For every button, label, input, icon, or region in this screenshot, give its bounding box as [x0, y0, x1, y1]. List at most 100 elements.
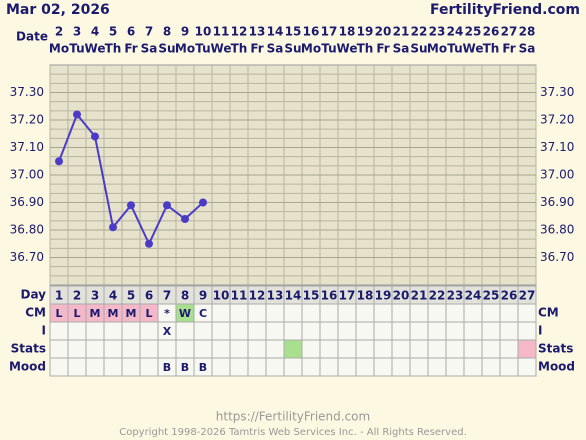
weekday-label: Th: [483, 42, 500, 56]
table-cell: [319, 357, 339, 377]
y-tick-label-right: 37.00: [540, 168, 574, 182]
table-cell: [247, 321, 267, 341]
weekday-label: Su: [158, 42, 175, 56]
table-cell: [427, 357, 447, 377]
cell-text: 27: [519, 289, 536, 303]
table-cell: [283, 339, 303, 359]
date-label: 18: [339, 25, 356, 39]
date-label: 19: [357, 25, 374, 39]
weekday-label: Th: [105, 42, 122, 56]
weekday-label: We: [85, 42, 106, 56]
table-cell: [49, 339, 69, 359]
table-cell: [229, 321, 249, 341]
temp-point: [109, 223, 117, 232]
cell-text: 7: [163, 289, 171, 303]
weekday-label: Tu: [69, 42, 84, 56]
cell-text: 9: [199, 289, 207, 303]
table-cell: [157, 339, 177, 359]
weekday-label: Tu: [447, 42, 462, 56]
table-cell: [499, 321, 519, 341]
date-label: 26: [483, 25, 500, 39]
date-label: 21: [393, 25, 410, 39]
weekday-label: Sa: [393, 42, 410, 56]
cell-text: X: [163, 325, 172, 338]
table-cell: [445, 357, 465, 377]
footer-url: https://FertilityFriend.com: [216, 410, 370, 424]
cell-text: 5: [127, 289, 135, 303]
table-cell: [517, 303, 537, 323]
table-cell: [301, 339, 321, 359]
table-cell: [283, 303, 303, 323]
table-cell: [355, 357, 375, 377]
table-cell: [103, 339, 123, 359]
y-tick-label: 37.20: [10, 113, 44, 127]
y-tick-label: 37.00: [10, 168, 44, 182]
table-cell: [445, 321, 465, 341]
date-label: 20: [375, 25, 392, 39]
table-cell: [193, 321, 213, 341]
table-cell: [337, 303, 357, 323]
table-cell: [445, 303, 465, 323]
date-label: 24: [447, 25, 464, 39]
date-label: 12: [231, 25, 248, 39]
cell-text: B: [199, 361, 207, 374]
weekday-label: Mo: [175, 42, 195, 56]
table-cell: [247, 303, 267, 323]
y-tick-label: 36.70: [10, 250, 44, 264]
date-label: 2: [55, 25, 63, 39]
table-cell: [355, 321, 375, 341]
cell-text: 21: [411, 289, 428, 303]
table-cell: [85, 339, 105, 359]
table-cell: [283, 321, 303, 341]
table-cell: [121, 339, 141, 359]
table-cell: [139, 339, 159, 359]
table-cell: [175, 339, 195, 359]
date-label: 7: [145, 25, 153, 39]
table-cell: [85, 357, 105, 377]
weekday-label: Th: [357, 42, 374, 56]
weekday-label: Mo: [49, 42, 69, 56]
chart-date: Mar 02, 2026: [6, 2, 110, 18]
cell-text: L: [145, 307, 152, 320]
date-label: 16: [303, 25, 320, 39]
table-cell: [229, 357, 249, 377]
weekday-label: Sa: [141, 42, 158, 56]
y-tick-label-right: 36.70: [540, 250, 574, 264]
cell-text: 3: [91, 289, 99, 303]
cell-text: L: [73, 307, 80, 320]
cell-text: 11: [231, 289, 248, 303]
temp-point: [163, 201, 171, 210]
y-tick-label-right: 37.20: [540, 113, 574, 127]
cell-text: 4: [109, 289, 117, 303]
temp-point: [145, 239, 153, 248]
table-cell: [175, 321, 195, 341]
table-cell: [517, 321, 537, 341]
y-tick-label-right: 36.80: [540, 223, 574, 237]
weekday-label: We: [463, 42, 484, 56]
row-label-right: Mood: [538, 360, 575, 374]
temp-point: [55, 157, 63, 166]
y-tick-label: 37.10: [10, 140, 44, 154]
cell-text: 23: [447, 289, 464, 303]
date-label: 17: [321, 25, 338, 39]
weekday-label: Th: [231, 42, 248, 56]
row-label: Stats: [11, 342, 46, 356]
row-label-right: CM: [538, 306, 559, 320]
table-cell: [121, 357, 141, 377]
table-cell: [67, 357, 87, 377]
y-tick-label: 37.30: [10, 85, 44, 99]
table-cell: [211, 321, 231, 341]
table-cell: [481, 339, 501, 359]
row-label-right: Stats: [538, 342, 573, 356]
table-cell: [463, 303, 483, 323]
table-cell: [265, 339, 285, 359]
table-cell: [481, 303, 501, 323]
date-label: 28: [519, 25, 536, 39]
date-label: 23: [429, 25, 446, 39]
table-cell: [301, 321, 321, 341]
cell-text: 19: [375, 289, 392, 303]
weekday-label: Fr: [250, 42, 263, 56]
table-cell: [391, 321, 411, 341]
row-label: Day: [20, 288, 46, 302]
date-label: 15: [285, 25, 302, 39]
